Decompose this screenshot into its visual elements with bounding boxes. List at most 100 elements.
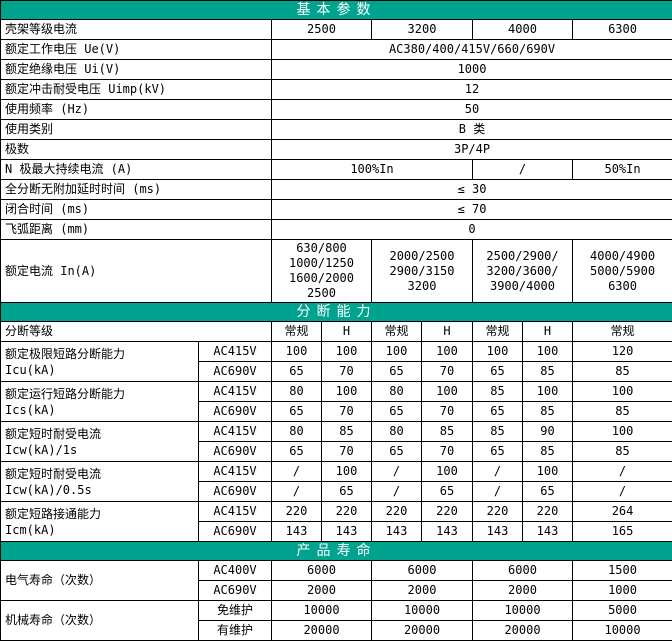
- value-cell: 100: [322, 342, 372, 362]
- row-rated-current: 额定电流 In(A) 630/800 1000/1250 1600/2000 2…: [1, 240, 672, 303]
- row-icu-ac415v: 额定极限短路分断能力 Icu(kA) AC415V 100 100 100 10…: [1, 342, 672, 362]
- sub-label: AC415V: [199, 422, 272, 442]
- value-cell: 80: [272, 382, 322, 402]
- row-icw05s-ac415v: 额定短时耐受电流 Icw(kA)/0.5s AC415V / 100 / 100…: [1, 462, 672, 482]
- section-header-life: 产品寿命: [1, 542, 672, 561]
- value-cell: 2000: [272, 581, 372, 601]
- value-cell: /: [473, 482, 523, 502]
- value-cell: 2000/2500 2900/3150 3200: [372, 240, 473, 303]
- sub-label: AC690V: [199, 581, 272, 601]
- value-cell: 50%In: [573, 160, 672, 180]
- value-cell: 143: [422, 522, 473, 542]
- value-cell: 100: [573, 422, 672, 442]
- value-cell: /: [573, 482, 672, 502]
- row-label: 使用类别: [1, 120, 272, 140]
- row-frame-current: 壳架等级电流 2500 3200 4000 6300: [1, 20, 672, 40]
- value-cell: 4000/4900 5000/5900 6300: [573, 240, 672, 303]
- row-label: 额定短路接通能力 Icm(kA): [1, 502, 199, 542]
- value-cell: 100: [523, 462, 573, 482]
- value-cell: 80: [272, 422, 322, 442]
- value-cell: 143: [523, 522, 573, 542]
- value-cell: 165: [573, 522, 672, 542]
- value-cell: 220: [372, 502, 422, 522]
- row-label: N 极最大持续电流 (A): [1, 160, 272, 180]
- grade-header: 常规: [573, 322, 672, 342]
- sub-label: AC415V: [199, 342, 272, 362]
- section-title-life: 产品寿命: [1, 542, 672, 561]
- row-label: 飞弧距离 (mm): [1, 220, 272, 240]
- value-cell: 65: [523, 482, 573, 502]
- value-cell: 65: [473, 402, 523, 422]
- row-label: 额定极限短路分断能力 Icu(kA): [1, 342, 199, 382]
- row-label: 额定短时耐受电流 Icw(kA)/0.5s: [1, 462, 199, 502]
- value-cell: 220: [272, 502, 322, 522]
- row-label: 极数: [1, 140, 272, 160]
- value-cell: 65: [322, 482, 372, 502]
- sub-label: 免维护: [199, 601, 272, 621]
- row-label: 电气寿命（次数）: [1, 561, 199, 601]
- row-icw1s-ac415v: 额定短时耐受电流 Icw(kA)/1s AC415V 80 85 80 85 8…: [1, 422, 672, 442]
- sub-label: AC415V: [199, 502, 272, 522]
- value-cell: 100: [473, 342, 523, 362]
- value-cell: 85: [573, 362, 672, 382]
- value-cell: 65: [422, 482, 473, 502]
- value-cell: 6000: [372, 561, 473, 581]
- row-rated-voltage: 额定工作电压 Ue(V) AC380/400/415V/660/690V: [1, 40, 672, 60]
- value-cell: 2000: [473, 581, 573, 601]
- value-cell: B 类: [272, 120, 672, 140]
- value-cell: AC380/400/415V/660/690V: [272, 40, 672, 60]
- value-cell: 264: [573, 502, 672, 522]
- row-usage-category: 使用类别 B 类: [1, 120, 672, 140]
- value-cell: 70: [422, 402, 473, 422]
- value-cell: 100: [272, 342, 322, 362]
- value-cell: 80: [372, 422, 422, 442]
- value-cell: 65: [473, 362, 523, 382]
- value-cell: 1000: [272, 60, 672, 80]
- sub-label: AC690V: [199, 402, 272, 422]
- row-label: 额定绝缘电压 Ui(V): [1, 60, 272, 80]
- row-break-time: 全分断无附加延时时间 (ms) ≤ 30: [1, 180, 672, 200]
- frame-col-2500: 2500: [272, 20, 372, 40]
- value-cell: 65: [272, 442, 322, 462]
- frame-col-6300: 6300: [573, 20, 672, 40]
- value-cell: 100%In: [272, 160, 473, 180]
- value-cell: 6000: [473, 561, 573, 581]
- row-arc-distance: 飞弧距离 (mm) 0: [1, 220, 672, 240]
- sub-label: AC690V: [199, 522, 272, 542]
- sub-label: AC415V: [199, 462, 272, 482]
- value-cell: 100: [573, 382, 672, 402]
- value-cell: 220: [322, 502, 372, 522]
- value-cell: 120: [573, 342, 672, 362]
- value-cell: 220: [473, 502, 523, 522]
- value-cell: 0: [272, 220, 672, 240]
- row-label: 额定冲击耐受电压 Uimp(kV): [1, 80, 272, 100]
- value-cell: 85: [322, 422, 372, 442]
- grade-header: 常规: [272, 322, 322, 342]
- value-cell: /: [573, 462, 672, 482]
- value-cell: 85: [523, 442, 573, 462]
- row-label: 使用频率 (Hz): [1, 100, 272, 120]
- row-closing-time: 闭合时间 (ms) ≤ 70: [1, 200, 672, 220]
- value-cell: 220: [523, 502, 573, 522]
- value-cell: 90: [523, 422, 573, 442]
- grade-header: H: [322, 322, 372, 342]
- value-cell: 10000: [372, 601, 473, 621]
- grade-header: 常规: [372, 322, 422, 342]
- value-cell: 85: [523, 402, 573, 422]
- value-cell: 50: [272, 100, 672, 120]
- row-mechanical-life-maintfree: 机械寿命（次数） 免维护 10000 10000 10000 5000: [1, 601, 672, 621]
- value-cell: 1000: [573, 581, 672, 601]
- value-cell: 100: [523, 342, 573, 362]
- row-poles: 极数 3P/4P: [1, 140, 672, 160]
- row-label: 全分断无附加延时时间 (ms): [1, 180, 272, 200]
- value-cell: ≤ 30: [272, 180, 672, 200]
- value-cell: 220: [422, 502, 473, 522]
- value-cell: 70: [422, 362, 473, 382]
- grade-header: H: [422, 322, 473, 342]
- value-cell: ≤ 70: [272, 200, 672, 220]
- grade-header: 常规: [473, 322, 523, 342]
- section-title-breaking: 分断能力: [1, 303, 672, 322]
- value-cell: 100: [322, 382, 372, 402]
- row-impulse-voltage: 额定冲击耐受电压 Uimp(kV) 12: [1, 80, 672, 100]
